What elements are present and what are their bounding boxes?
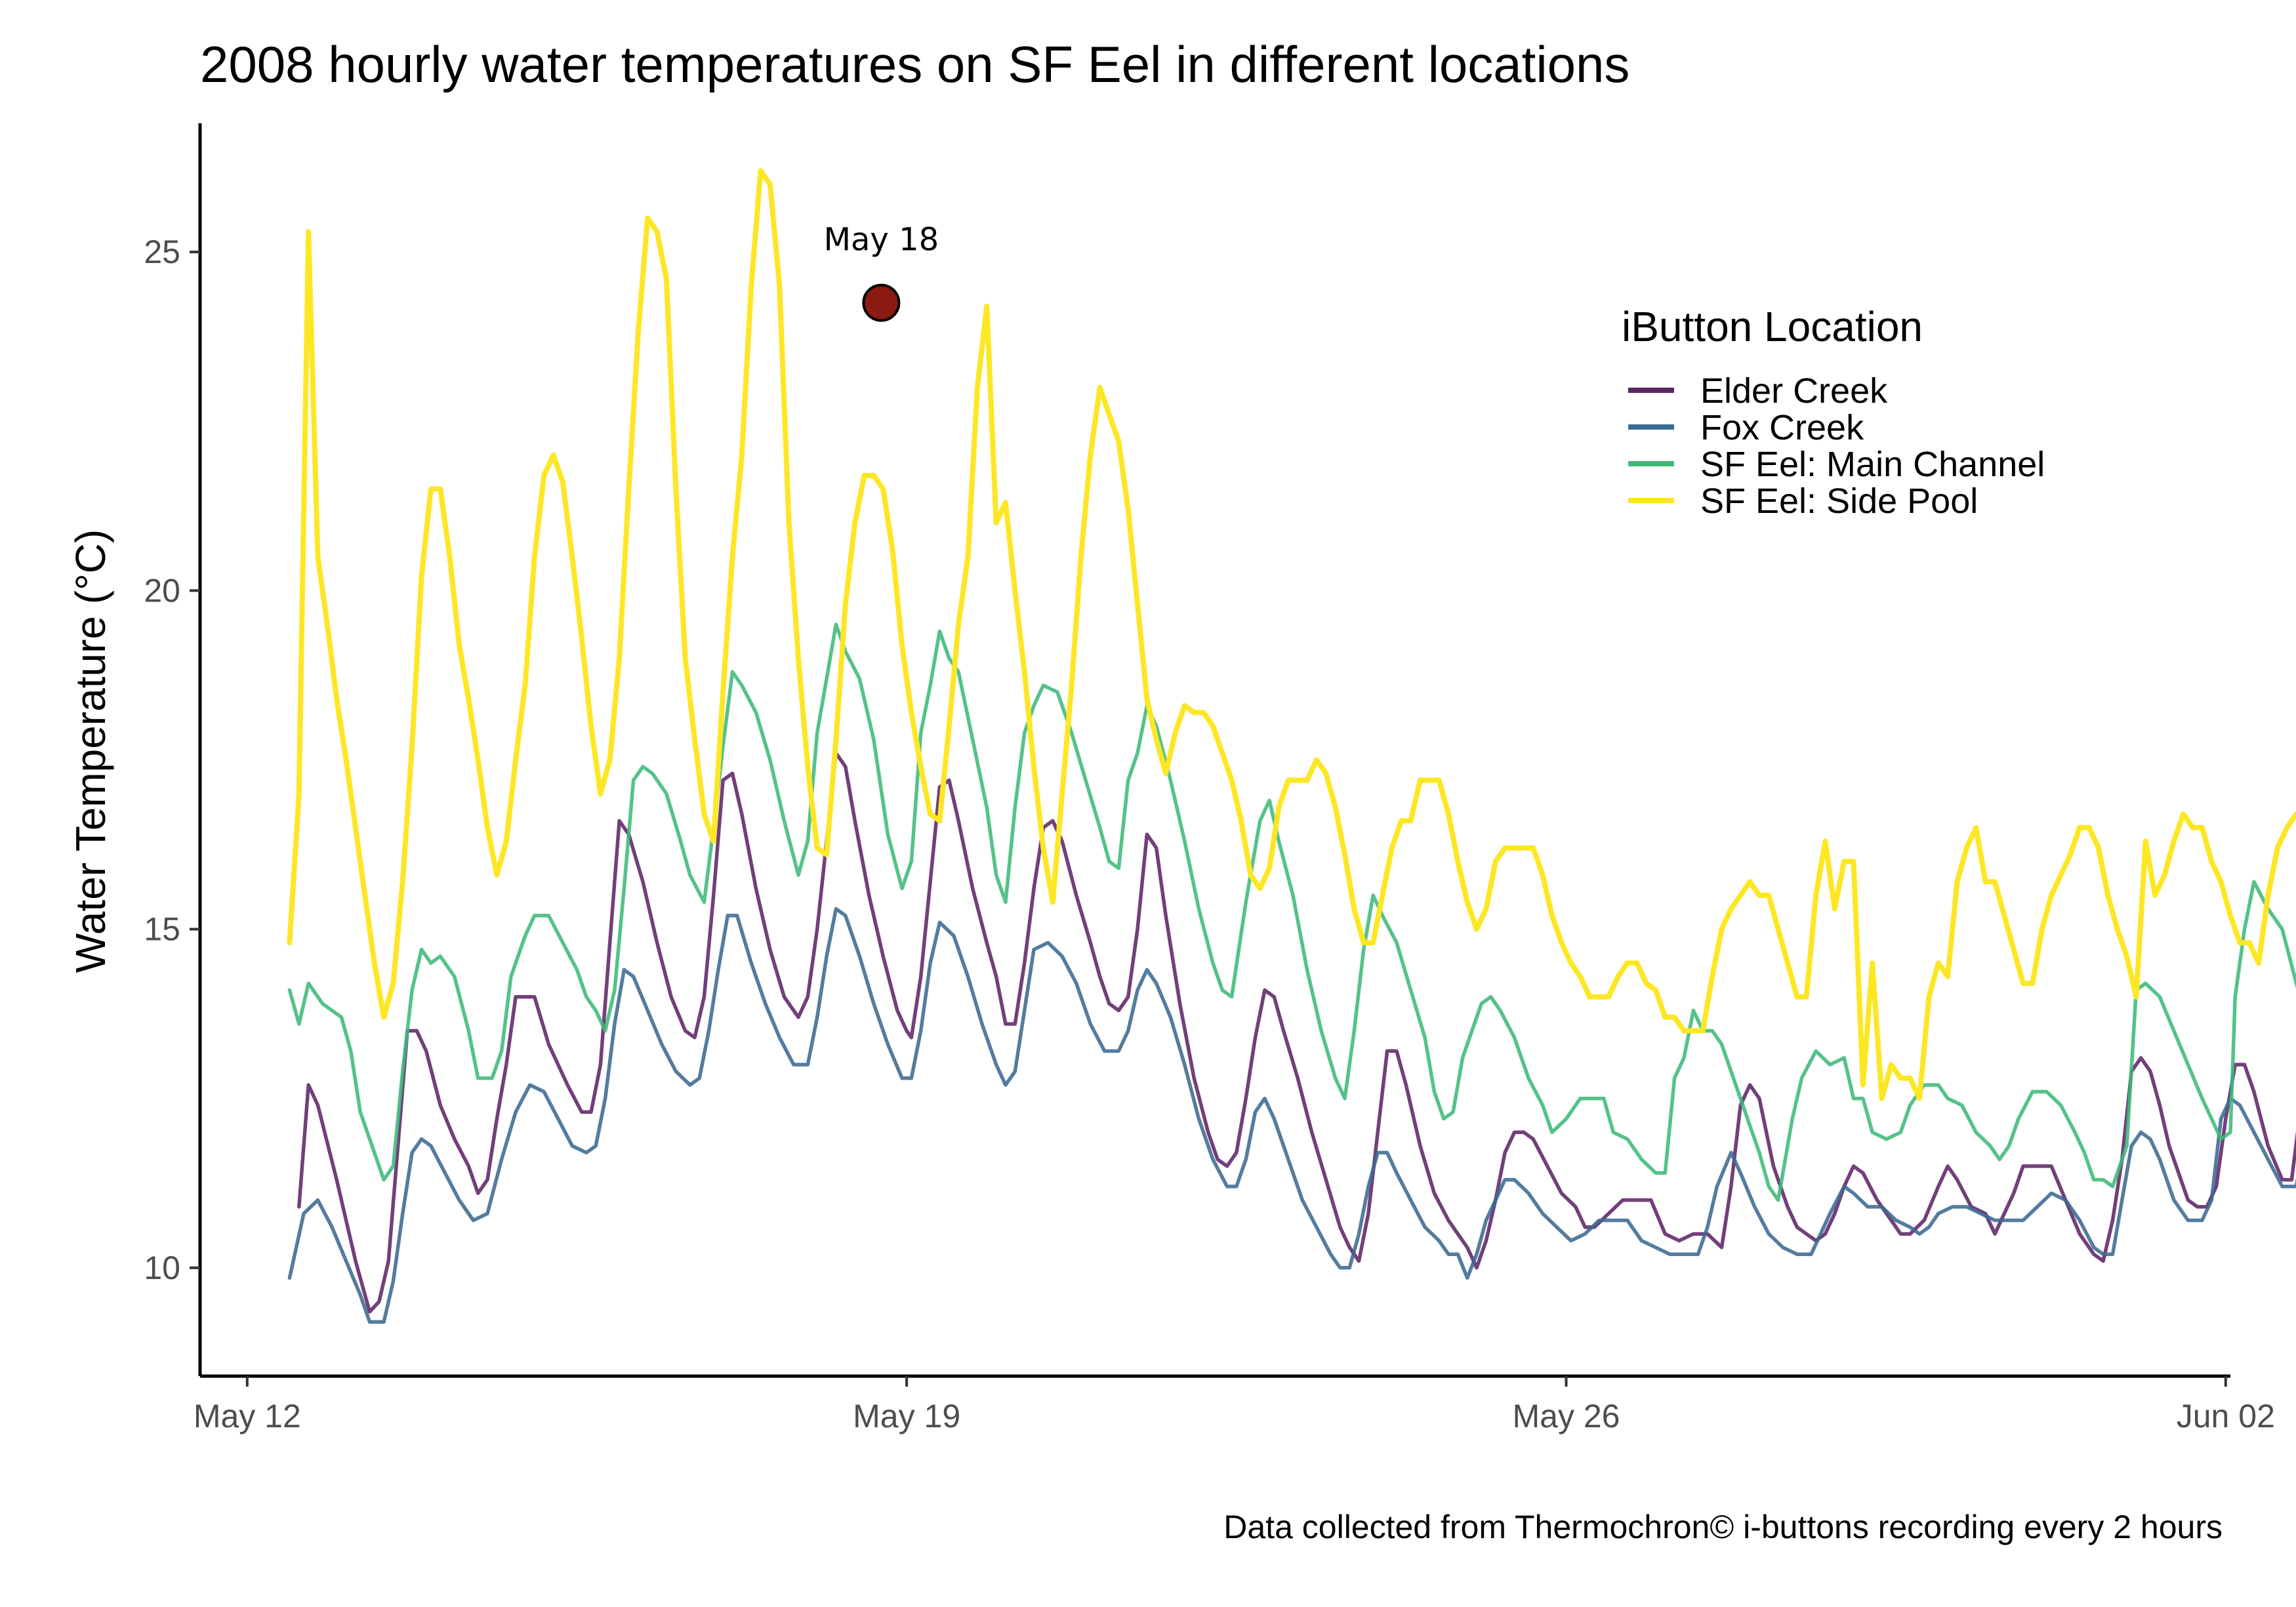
legend-label: SF Eel: Side Pool [1700, 481, 1978, 521]
chart-title: 2008 hourly water temperatures on SF Eel… [200, 35, 1630, 93]
x-axis-ticks: May 12 May 19 May 26 Jun 02 [194, 1376, 2275, 1434]
y-axis-title: Water Temperature (°C) [67, 529, 114, 973]
y-tick-label: 20 [144, 572, 180, 609]
series-line-sf-eel-side-pool [287, 168, 2296, 1101]
legend-label: SF Eel: Main Channel [1700, 445, 2045, 484]
legend-label: Elder Creek [1700, 371, 1888, 411]
series-layer [287, 168, 2296, 1324]
x-tick-label: May 26 [1512, 1398, 1620, 1434]
annotation-layer: May 18 [824, 222, 939, 322]
chart-caption: Data collected from Thermochron© i-butto… [1223, 1509, 2223, 1545]
legend-title: iButton Location [1622, 303, 1923, 350]
series-line-sf-eel-main-channel [287, 622, 2296, 1202]
y-axis-ticks: 10 15 20 25 [144, 234, 200, 1286]
series-line-fox-creek [287, 906, 2296, 1324]
y-tick-label: 10 [144, 1250, 180, 1286]
x-tick-label: May 19 [853, 1398, 960, 1434]
legend-label: Fox Creek [1700, 408, 1864, 447]
x-tick-label: May 12 [194, 1398, 301, 1434]
plot-area: 10 15 20 25 May 12 May 19 May 26 Jun 02 May 18 [144, 123, 2296, 1434]
y-tick-label: 15 [144, 911, 180, 948]
x-tick-label: Jun 02 [2177, 1398, 2275, 1434]
y-tick-label: 25 [144, 234, 180, 270]
annotation-label: May 18 [824, 222, 939, 258]
series-line-elder-creek [297, 751, 2296, 1314]
annotation-marker [862, 283, 901, 322]
